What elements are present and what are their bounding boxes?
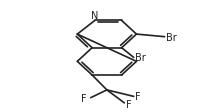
- Text: N: N: [91, 11, 98, 21]
- Text: Br: Br: [165, 32, 176, 42]
- Text: Br: Br: [135, 53, 145, 63]
- Text: F: F: [125, 99, 131, 109]
- Text: F: F: [135, 91, 140, 101]
- Text: F: F: [81, 93, 86, 103]
